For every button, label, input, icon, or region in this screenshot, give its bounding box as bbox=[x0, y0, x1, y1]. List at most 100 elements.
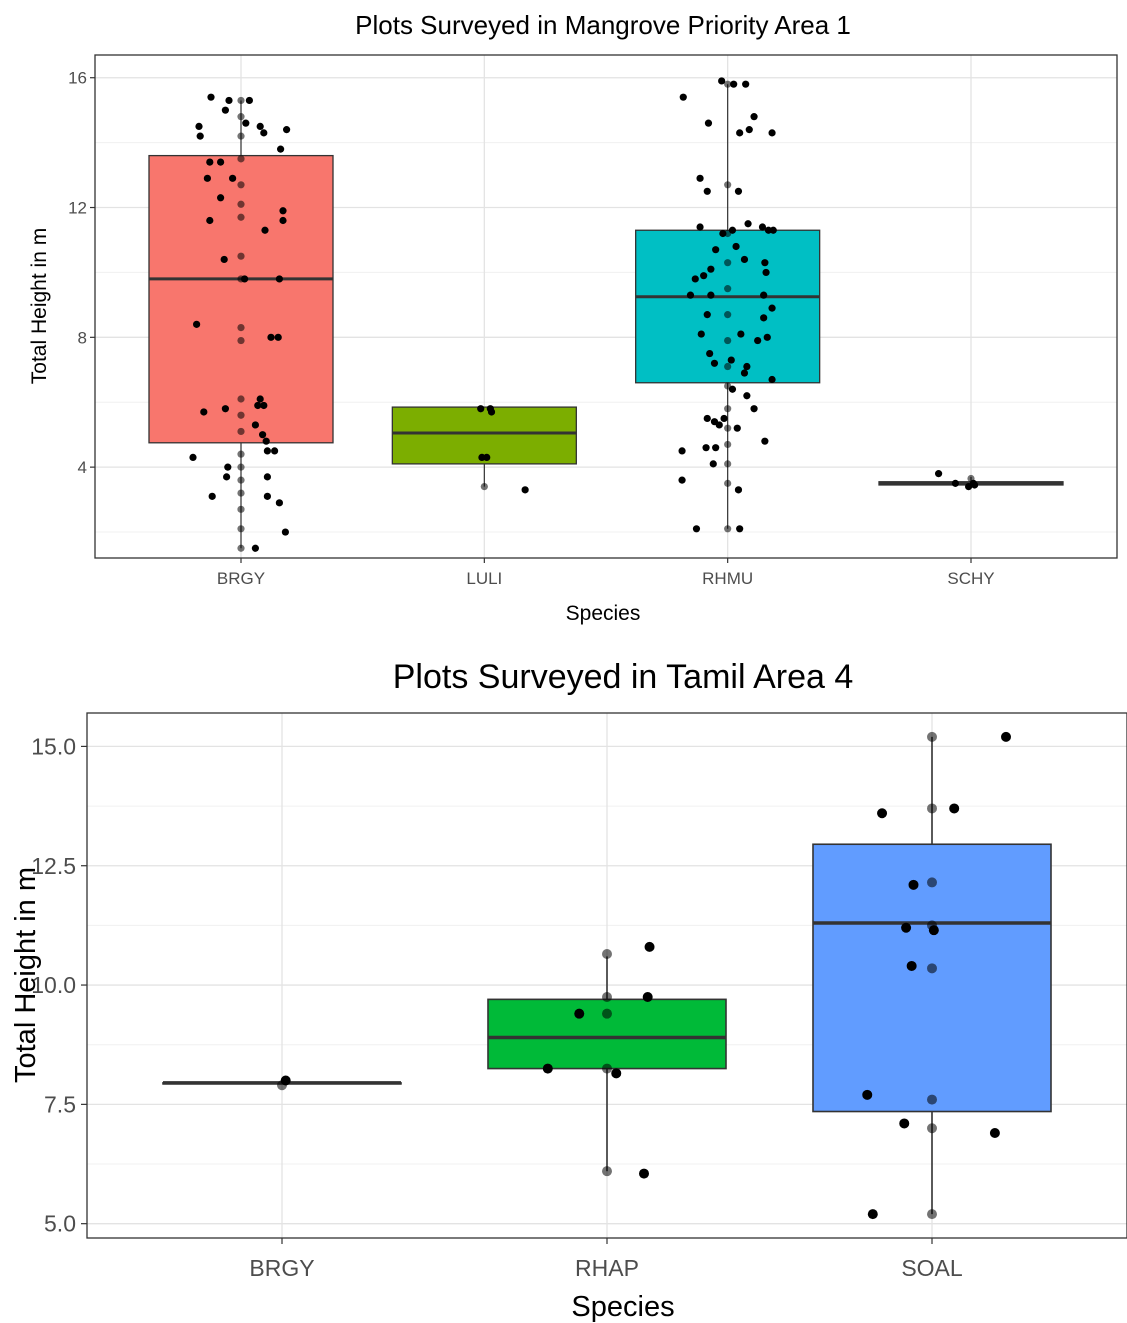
data-point bbox=[734, 486, 743, 494]
data-point bbox=[237, 155, 245, 163]
data-point bbox=[724, 259, 732, 267]
data-point bbox=[237, 96, 245, 105]
data-point bbox=[639, 1168, 649, 1179]
data-point bbox=[203, 174, 211, 182]
data-point bbox=[727, 356, 735, 364]
data-point bbox=[927, 803, 937, 814]
data-point bbox=[906, 960, 917, 971]
data-point bbox=[724, 440, 732, 449]
data-point bbox=[263, 492, 271, 500]
data-point bbox=[237, 505, 245, 513]
data-point bbox=[724, 424, 732, 432]
data-point bbox=[644, 941, 655, 952]
data-point bbox=[720, 414, 728, 423]
data-point bbox=[862, 1089, 873, 1100]
data-point bbox=[206, 158, 214, 166]
data-point bbox=[207, 93, 215, 101]
data-point bbox=[277, 145, 285, 153]
panel-border bbox=[94, 54, 1118, 559]
data-point bbox=[237, 427, 245, 436]
data-point bbox=[611, 1068, 622, 1079]
data-point bbox=[221, 106, 229, 114]
data-point bbox=[927, 920, 937, 931]
data-point bbox=[208, 492, 216, 500]
data-point bbox=[251, 544, 259, 552]
y-tick-label: 12 bbox=[68, 198, 87, 217]
y-tick-label: 12.5 bbox=[31, 853, 76, 879]
data-point bbox=[237, 275, 245, 283]
data-point bbox=[707, 291, 715, 299]
data-point bbox=[279, 216, 287, 225]
data-point bbox=[949, 803, 960, 814]
data-point bbox=[602, 949, 612, 960]
data-point bbox=[703, 187, 711, 195]
data-point bbox=[724, 336, 732, 345]
data-point bbox=[732, 242, 740, 251]
data-point bbox=[697, 330, 705, 338]
y-tick-label: 7.5 bbox=[44, 1091, 76, 1117]
data-point bbox=[237, 181, 245, 189]
data-point bbox=[260, 129, 268, 137]
data-point bbox=[709, 460, 717, 468]
data-point bbox=[237, 411, 245, 419]
chart-title: Plots Surveyed in Tamil Area 4 bbox=[393, 658, 854, 696]
data-point bbox=[602, 991, 612, 1002]
data-point bbox=[237, 450, 245, 458]
data-point bbox=[251, 421, 259, 429]
data-point bbox=[768, 375, 776, 384]
x-axis-title: Species bbox=[566, 602, 641, 625]
data-point bbox=[263, 473, 271, 481]
data-point bbox=[763, 333, 771, 341]
data-point bbox=[220, 255, 228, 264]
data-point bbox=[733, 424, 741, 432]
data-point bbox=[712, 444, 720, 452]
y-tick-label: 15.0 bbox=[31, 733, 76, 759]
data-point bbox=[758, 223, 767, 231]
data-point bbox=[480, 483, 488, 491]
y-tick-label: 16 bbox=[68, 69, 87, 88]
data-point bbox=[542, 1063, 553, 1074]
data-point bbox=[275, 499, 283, 507]
data-point bbox=[189, 453, 197, 461]
data-point bbox=[724, 229, 732, 238]
data-point bbox=[260, 401, 268, 410]
data-point bbox=[761, 437, 769, 445]
data-point bbox=[762, 268, 770, 277]
data-point bbox=[743, 362, 751, 371]
data-point bbox=[704, 119, 713, 127]
data-point bbox=[743, 392, 751, 400]
data-point bbox=[691, 275, 699, 283]
x-tick-label: BRGY bbox=[217, 569, 265, 588]
data-point bbox=[274, 333, 282, 341]
data-point bbox=[224, 463, 232, 471]
data-point bbox=[237, 395, 245, 403]
data-point bbox=[730, 80, 738, 88]
x-tick-label: LULI bbox=[466, 569, 502, 588]
data-point bbox=[768, 304, 776, 312]
data-point bbox=[750, 405, 758, 413]
data-point bbox=[927, 1209, 937, 1220]
data-point bbox=[642, 991, 653, 1002]
data-point bbox=[899, 1118, 910, 1129]
data-point bbox=[256, 122, 264, 130]
data-point bbox=[927, 731, 937, 742]
data-point bbox=[740, 255, 749, 264]
x-tick-label: SOAL bbox=[901, 1255, 963, 1281]
y-tick-label: 8 bbox=[78, 328, 87, 347]
data-point bbox=[487, 408, 496, 416]
data-point bbox=[744, 220, 752, 228]
data-point bbox=[280, 1075, 291, 1086]
data-point bbox=[737, 330, 745, 338]
data-point bbox=[706, 349, 714, 358]
data-point bbox=[193, 320, 201, 328]
data-point bbox=[217, 194, 225, 202]
data-point bbox=[229, 174, 237, 182]
data-point bbox=[740, 369, 749, 377]
data-point bbox=[761, 259, 769, 267]
data-point bbox=[718, 77, 726, 85]
data-point bbox=[969, 479, 978, 487]
data-point bbox=[760, 314, 768, 322]
data-point bbox=[901, 922, 912, 933]
data-point bbox=[745, 126, 753, 134]
data-point bbox=[200, 408, 208, 416]
